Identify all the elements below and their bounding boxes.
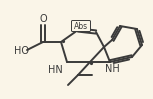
Text: NH: NH — [105, 64, 119, 74]
Text: HN: HN — [48, 65, 62, 75]
Text: Abs: Abs — [74, 22, 88, 31]
Text: HO: HO — [15, 46, 30, 56]
FancyBboxPatch shape — [71, 20, 91, 31]
Text: O: O — [39, 14, 47, 24]
